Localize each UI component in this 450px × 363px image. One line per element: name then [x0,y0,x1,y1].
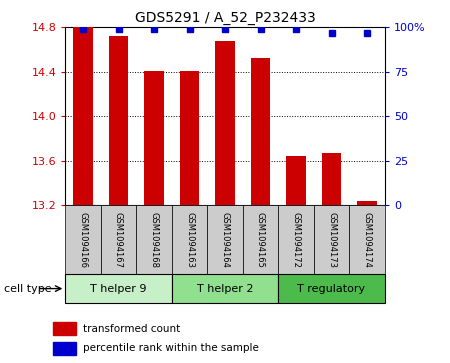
Bar [243,205,278,274]
Bar [101,205,136,274]
Bar [314,205,349,274]
Bar [207,205,243,274]
Title: GDS5291 / A_52_P232433: GDS5291 / A_52_P232433 [135,11,315,25]
Bar [172,274,278,303]
Bar [215,41,235,205]
Bar [278,274,385,303]
Text: T helper 9: T helper 9 [90,284,147,294]
Text: GSM1094174: GSM1094174 [363,212,372,268]
Bar [357,201,377,205]
Bar [73,27,93,205]
Bar [172,205,207,274]
Bar [349,205,385,274]
Bar [278,205,314,274]
Bar [53,342,76,355]
Bar [322,153,341,205]
Text: GSM1094164: GSM1094164 [220,212,230,268]
Text: T regulatory: T regulatory [297,284,365,294]
Bar [109,36,128,205]
Text: GSM1094167: GSM1094167 [114,212,123,268]
Bar [180,70,199,205]
Bar [286,156,306,205]
Bar [53,322,76,335]
Text: cell type: cell type [4,284,52,294]
Text: GSM1094172: GSM1094172 [292,212,301,268]
Bar [251,58,270,205]
Text: GSM1094173: GSM1094173 [327,212,336,268]
Bar [65,274,172,303]
Text: percentile rank within the sample: percentile rank within the sample [83,343,259,354]
Text: GSM1094166: GSM1094166 [78,212,87,268]
Text: transformed count: transformed count [83,324,180,334]
Bar [65,205,101,274]
Bar [136,205,172,274]
Text: GSM1094165: GSM1094165 [256,212,265,268]
Text: T helper 2: T helper 2 [197,284,253,294]
Text: GSM1094163: GSM1094163 [185,212,194,268]
Text: GSM1094168: GSM1094168 [149,212,158,268]
Bar [144,70,164,205]
